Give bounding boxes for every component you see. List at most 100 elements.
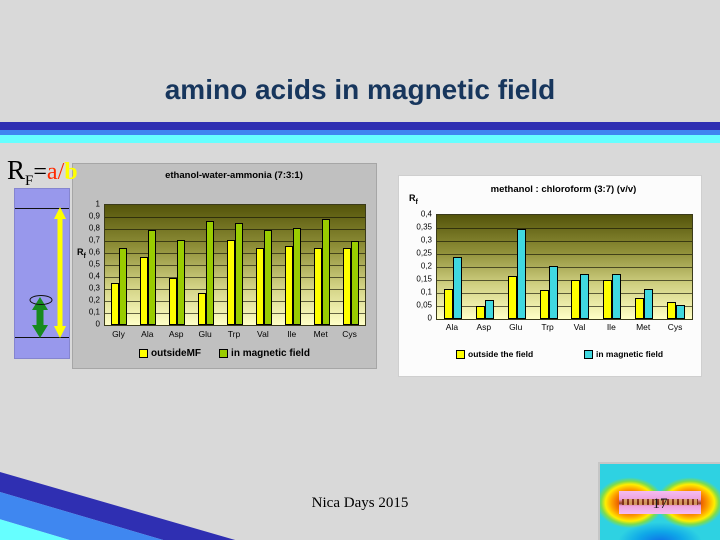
- bar-in-magnetic-field-Met: [644, 289, 654, 319]
- y-tick-label: 0,2: [420, 261, 432, 271]
- x-category-label: Trp: [541, 322, 554, 332]
- gridline: [437, 267, 692, 268]
- bar-outside-the-field-Glu: [507, 276, 517, 319]
- x-category-label: Met: [313, 329, 328, 339]
- y-tick-label: 1: [95, 199, 100, 209]
- rf-formula: RF=a/b: [7, 155, 78, 190]
- bar-outsideMF-Glu: [198, 292, 207, 325]
- legend-label: outside the field: [468, 349, 534, 359]
- slide-title: amino acids in magnetic field: [164, 74, 556, 105]
- bar-outsideMF-Cys: [342, 248, 351, 325]
- legend-swatch-icon: [584, 349, 593, 359]
- x-category-label: Trp: [227, 329, 241, 339]
- plot-area: [436, 214, 693, 320]
- gridline: [437, 228, 692, 229]
- bar-in-magnetic-field-Ile: [612, 273, 622, 319]
- gridline: [437, 254, 692, 255]
- bar-in-magnetic-field-Cys: [676, 304, 686, 319]
- bar-outside-the-field-Cys: [667, 302, 677, 319]
- gridline: [437, 280, 692, 281]
- bar-outsideMF-Gly: [111, 283, 120, 325]
- chart-methanol-chloroform: methanol : chloroform (3:7) (v/v) Rf 0,4 0,…: [398, 175, 702, 377]
- x-category-label: Ala: [445, 322, 459, 332]
- x-category-label: Met: [636, 322, 651, 332]
- page-number: 17: [652, 496, 668, 512]
- x-category-label: Ile: [287, 329, 297, 339]
- x-category-label: Ile: [606, 322, 616, 332]
- x-category-label: Gly: [112, 329, 125, 339]
- y-tick-label: 0,2: [88, 295, 100, 305]
- y-tick-label: 0,05: [416, 300, 432, 310]
- y-tick-label: 0,7: [88, 235, 100, 245]
- y-tick-label: 0,35: [416, 222, 432, 232]
- gridline: [437, 293, 692, 294]
- header-stripe-blue: [0, 130, 720, 135]
- formula-equals: =: [33, 159, 47, 185]
- x-category-label: Glu: [509, 322, 523, 332]
- y-tick-label: 0,1: [88, 307, 100, 317]
- y-tick-label: 0,5: [88, 259, 100, 269]
- formula-subscript: F: [25, 173, 34, 189]
- chart-title: ethanol-water-ammonia (7:3:1): [165, 170, 303, 181]
- bar-outside-the-field-Met: [635, 298, 645, 319]
- bar-outsideMF-Val: [255, 248, 264, 325]
- legend-swatch-icon: [139, 349, 149, 358]
- x-category-label: Cys: [667, 322, 683, 332]
- bar-outside-the-field-Val: [571, 280, 581, 319]
- y-tick-label: 0,8: [88, 223, 100, 233]
- legend-entry-in-magnetic-field: in magnetic field: [584, 349, 663, 359]
- y-axis-label: Rf: [77, 247, 86, 260]
- bar-outsideMF-Ala: [140, 256, 149, 325]
- chart-ethanol-water-ammonia: ethanol-water-ammonia (7:3:1) Rf 1 0,9 0,8 0,…: [72, 163, 377, 369]
- y-axis-label: Rf: [409, 193, 418, 206]
- field-simulation-image: [598, 462, 720, 540]
- chart-title: methanol : chloroform (3:7) (v/v): [490, 184, 637, 195]
- y-tick-label: 0,25: [416, 248, 432, 258]
- header-stripe-cyan: [0, 135, 720, 143]
- bar-outsideMF-Trp: [227, 239, 235, 325]
- formula-b: b: [64, 159, 78, 185]
- bar-outside-the-field-Trp: [539, 290, 549, 319]
- bar-outsideMF-Met: [313, 248, 322, 325]
- legend-swatch-icon: [456, 349, 465, 359]
- formula-a: a: [46, 159, 58, 185]
- y-tick-label: 0,3: [88, 283, 100, 293]
- x-category-label: Asp: [168, 329, 184, 339]
- bar-in-magnetic-field-Trp: [548, 265, 558, 319]
- bar-in-magnetic-field-Glu: [206, 220, 215, 325]
- footer-text: Nica Days 2015: [311, 495, 409, 511]
- legend-swatch-icon: [219, 349, 229, 358]
- bar-in-magnetic-field-Cys: [350, 241, 359, 325]
- bar-outside-the-field-Ala: [443, 289, 453, 319]
- plot-area: [104, 204, 366, 326]
- x-category-label: Cys: [342, 329, 357, 339]
- x-category-label: Val: [573, 322, 586, 332]
- x-category-label: Asp: [476, 322, 492, 332]
- formula-r: R: [7, 155, 26, 185]
- y-tick-label: 0: [427, 313, 432, 323]
- gridline: [437, 241, 692, 242]
- bar-in-magnetic-field-Ala: [148, 230, 157, 325]
- y-tick-label: 0,15: [416, 274, 432, 284]
- spot-ellipse-icon: [29, 295, 53, 305]
- start-line: [15, 337, 69, 338]
- bar-in-magnetic-field-Met: [321, 219, 330, 325]
- y-tick-label: 0,1: [420, 287, 432, 297]
- formula-slash: /: [57, 159, 65, 185]
- y-tick-label: 0,4: [88, 271, 100, 281]
- magnet-bar-image: [619, 490, 701, 515]
- bar-outsideMF-Asp: [169, 278, 178, 325]
- x-category-label: Val: [257, 329, 269, 339]
- bar-in-magnetic-field-Gly: [119, 248, 128, 325]
- legend-entry-in-magnetic-field: in magnetic field: [219, 348, 310, 359]
- bar-in-magnetic-field-Val: [580, 273, 590, 319]
- header-stripe-dark: [0, 122, 720, 130]
- bar-in-magnetic-field-Ile: [292, 227, 301, 325]
- bar-in-magnetic-field-Trp: [235, 223, 243, 325]
- legend-label: in magnetic field: [596, 349, 664, 359]
- bar-in-magnetic-field-Glu: [516, 229, 526, 319]
- bar-in-magnetic-field-Val: [263, 230, 272, 325]
- bar-in-magnetic-field-Ala: [452, 256, 462, 319]
- legend: outsideMF in magnetic field: [73, 348, 376, 359]
